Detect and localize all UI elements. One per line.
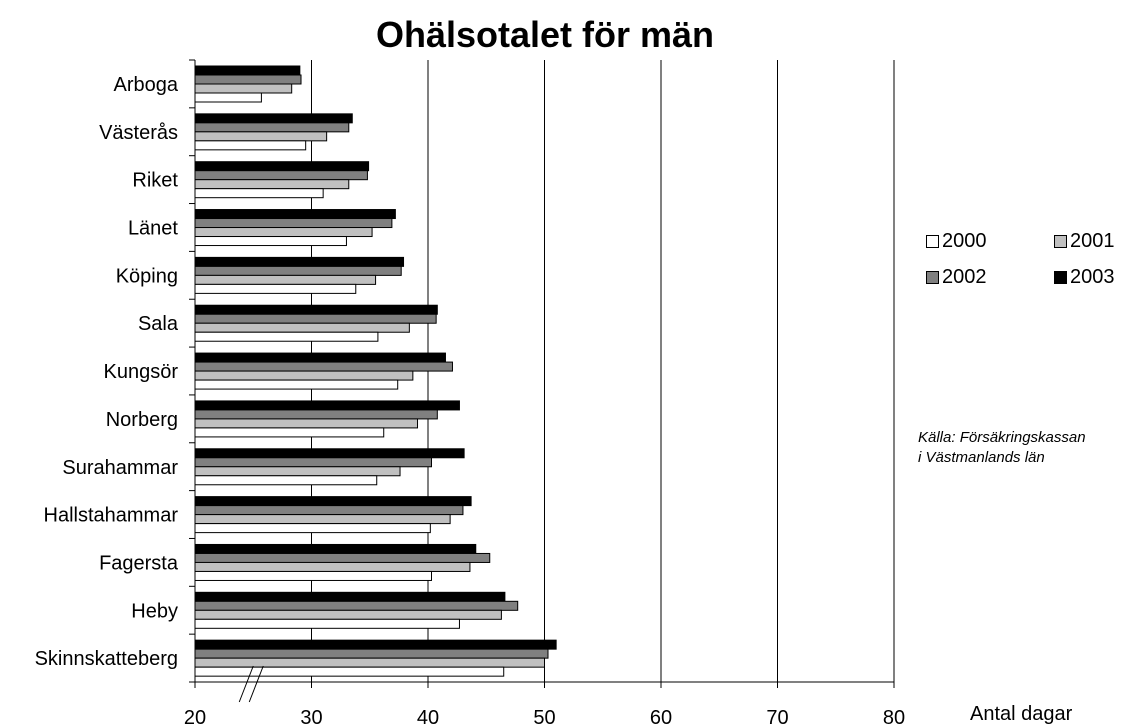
bar-heby-2000 bbox=[195, 619, 459, 628]
bar-hallstahammar-2003 bbox=[195, 497, 471, 506]
bar-skinnskatteberg-2003 bbox=[195, 640, 556, 649]
y-tick-label-sala: Sala bbox=[138, 313, 179, 335]
source-line-2: i Västmanlands län bbox=[918, 448, 1086, 468]
bar-heby-2002 bbox=[195, 601, 518, 610]
bar-riket-2003 bbox=[195, 162, 369, 171]
x-tick-label-30: 30 bbox=[300, 707, 322, 727]
y-tick-label-kungsör: Kungsör bbox=[104, 361, 179, 383]
x-axis-label: Antal dagar bbox=[970, 703, 1072, 726]
y-tick-label-heby: Heby bbox=[131, 600, 178, 622]
bar-norberg-2001 bbox=[195, 419, 418, 428]
bar-riket-2000 bbox=[195, 189, 323, 198]
bar-skinnskatteberg-2001 bbox=[195, 658, 545, 667]
legend-swatch-2002 bbox=[926, 271, 939, 284]
bar-norberg-2000 bbox=[195, 428, 384, 437]
bar-sala-2001 bbox=[195, 323, 409, 332]
bar-skinnskatteberg-2002 bbox=[195, 649, 548, 658]
x-tick-label-60: 60 bbox=[650, 707, 672, 727]
bar-surahammar-2000 bbox=[195, 476, 377, 485]
bar-riket-2001 bbox=[195, 180, 349, 189]
bars bbox=[195, 66, 556, 676]
bar-surahammar-2001 bbox=[195, 467, 400, 476]
x-tick-label-20: 20 bbox=[184, 707, 206, 727]
bar-länet-2001 bbox=[195, 228, 372, 237]
bar-hallstahammar-2001 bbox=[195, 515, 450, 524]
source-note: Källa: Försäkringskassan i Västmanlands … bbox=[918, 428, 1086, 468]
bar-kungsör-2002 bbox=[195, 362, 452, 371]
bar-köping-2002 bbox=[195, 266, 401, 275]
bar-surahammar-2002 bbox=[195, 458, 431, 467]
y-tick-label-riket: Riket bbox=[132, 170, 178, 192]
y-tick-label-skinnskatteberg: Skinnskatteberg bbox=[35, 648, 178, 670]
bar-norberg-2002 bbox=[195, 410, 437, 419]
axes: 20 30 40 50 60 70 80 Arboga Västerås Riket Länet Kö… bbox=[35, 60, 906, 727]
legend-item-2001: 2001 bbox=[1054, 230, 1115, 253]
legend-swatch-2001 bbox=[1054, 235, 1067, 248]
y-tick-label-köping: Köping bbox=[116, 265, 178, 287]
x-tick-label-50: 50 bbox=[533, 707, 555, 727]
bar-länet-2000 bbox=[195, 237, 346, 246]
bar-sala-2002 bbox=[195, 314, 436, 323]
x-tick-label-40: 40 bbox=[417, 707, 439, 727]
bar-skinnskatteberg-2000 bbox=[195, 667, 504, 676]
legend-label-2002: 2002 bbox=[942, 266, 987, 289]
y-tick-label-västerås: Västerås bbox=[99, 122, 178, 144]
legend-item-2002: 2002 bbox=[926, 266, 987, 289]
bar-surahammar-2003 bbox=[195, 449, 464, 458]
y-tick-label-hallstahammar: Hallstahammar bbox=[44, 505, 179, 527]
bar-kungsör-2003 bbox=[195, 353, 445, 362]
bar-arboga-2000 bbox=[195, 93, 261, 102]
bar-länet-2003 bbox=[195, 210, 395, 219]
bar-arboga-2001 bbox=[195, 84, 292, 93]
bar-hallstahammar-2000 bbox=[195, 524, 430, 533]
bar-köping-2000 bbox=[195, 284, 356, 293]
bar-köping-2003 bbox=[195, 257, 404, 266]
bar-kungsör-2001 bbox=[195, 371, 413, 380]
legend-swatch-2003 bbox=[1054, 271, 1067, 284]
bar-fagersta-2003 bbox=[195, 544, 476, 553]
bar-länet-2002 bbox=[195, 219, 392, 228]
bar-västerås-2002 bbox=[195, 123, 349, 132]
bar-västerås-2003 bbox=[195, 114, 352, 123]
bar-arboga-2003 bbox=[195, 66, 300, 75]
x-tick-label-80: 80 bbox=[883, 707, 905, 727]
bar-riket-2002 bbox=[195, 171, 367, 180]
y-tick-label-arboga: Arboga bbox=[114, 74, 179, 96]
bar-fagersta-2000 bbox=[195, 571, 431, 580]
legend-swatch-2000 bbox=[926, 235, 939, 248]
bar-västerås-2000 bbox=[195, 141, 306, 150]
y-tick-label-fagersta: Fagersta bbox=[99, 552, 179, 574]
bar-arboga-2002 bbox=[195, 75, 301, 84]
bar-västerås-2001 bbox=[195, 132, 327, 141]
bar-fagersta-2001 bbox=[195, 562, 470, 571]
bar-köping-2001 bbox=[195, 275, 376, 284]
bar-hallstahammar-2002 bbox=[195, 506, 463, 515]
source-line-1: Källa: Försäkringskassan bbox=[918, 428, 1086, 448]
bar-kungsör-2000 bbox=[195, 380, 398, 389]
x-tick-label-70: 70 bbox=[766, 707, 788, 727]
bar-norberg-2003 bbox=[195, 401, 459, 410]
legend-item-2003: 2003 bbox=[1054, 266, 1115, 289]
y-tick-label-länet: Länet bbox=[128, 218, 178, 240]
legend-label-2001: 2001 bbox=[1070, 230, 1115, 253]
bar-sala-2003 bbox=[195, 305, 437, 314]
legend-item-2000: 2000 bbox=[926, 230, 987, 253]
legend-label-2000: 2000 bbox=[942, 230, 987, 253]
bar-fagersta-2002 bbox=[195, 553, 490, 562]
bar-sala-2000 bbox=[195, 332, 378, 341]
legend-label-2003: 2003 bbox=[1070, 266, 1115, 289]
y-tick-label-surahammar: Surahammar bbox=[62, 457, 178, 479]
bar-heby-2003 bbox=[195, 592, 505, 601]
bar-heby-2001 bbox=[195, 610, 501, 619]
y-tick-label-norberg: Norberg bbox=[106, 409, 178, 431]
